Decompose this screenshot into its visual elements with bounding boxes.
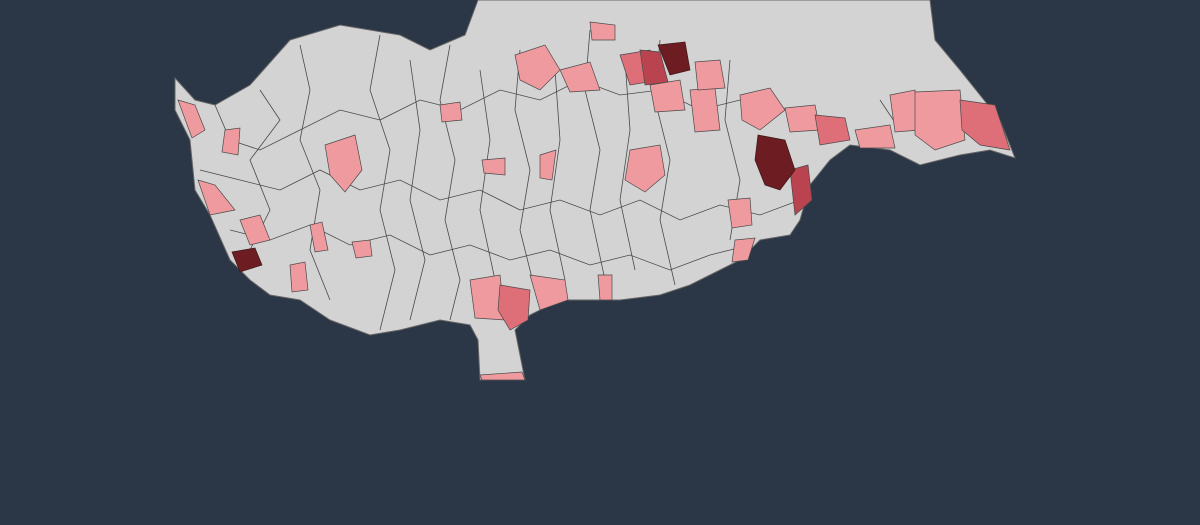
district [479, 371, 526, 381]
district [784, 104, 821, 133]
district [639, 49, 669, 86]
district [351, 239, 373, 259]
district [439, 101, 463, 123]
district [589, 21, 616, 41]
district [221, 127, 241, 156]
district [689, 87, 721, 133]
district [727, 197, 753, 229]
shaded-districts [177, 21, 1011, 381]
district [481, 157, 506, 176]
district [324, 134, 363, 193]
district [539, 149, 557, 181]
district [624, 144, 666, 193]
district [231, 247, 263, 273]
district [239, 214, 271, 246]
district [657, 41, 691, 76]
district [514, 44, 561, 91]
district [754, 134, 796, 191]
district [739, 87, 786, 131]
district [814, 114, 851, 146]
district [854, 124, 896, 149]
district [197, 179, 236, 216]
district [731, 237, 756, 263]
district [559, 61, 601, 93]
district [529, 274, 569, 311]
district [789, 164, 813, 216]
district [959, 99, 1011, 151]
district [497, 284, 531, 331]
district [309, 221, 329, 253]
district [649, 79, 686, 113]
district [289, 261, 309, 293]
district [597, 274, 613, 301]
district [177, 99, 206, 139]
district [914, 89, 966, 151]
district [694, 59, 726, 91]
